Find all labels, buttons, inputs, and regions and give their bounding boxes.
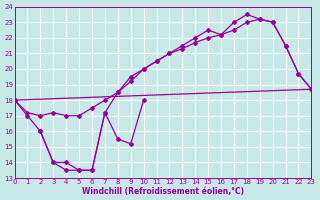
X-axis label: Windchill (Refroidissement éolien,°C): Windchill (Refroidissement éolien,°C) — [82, 187, 244, 196]
